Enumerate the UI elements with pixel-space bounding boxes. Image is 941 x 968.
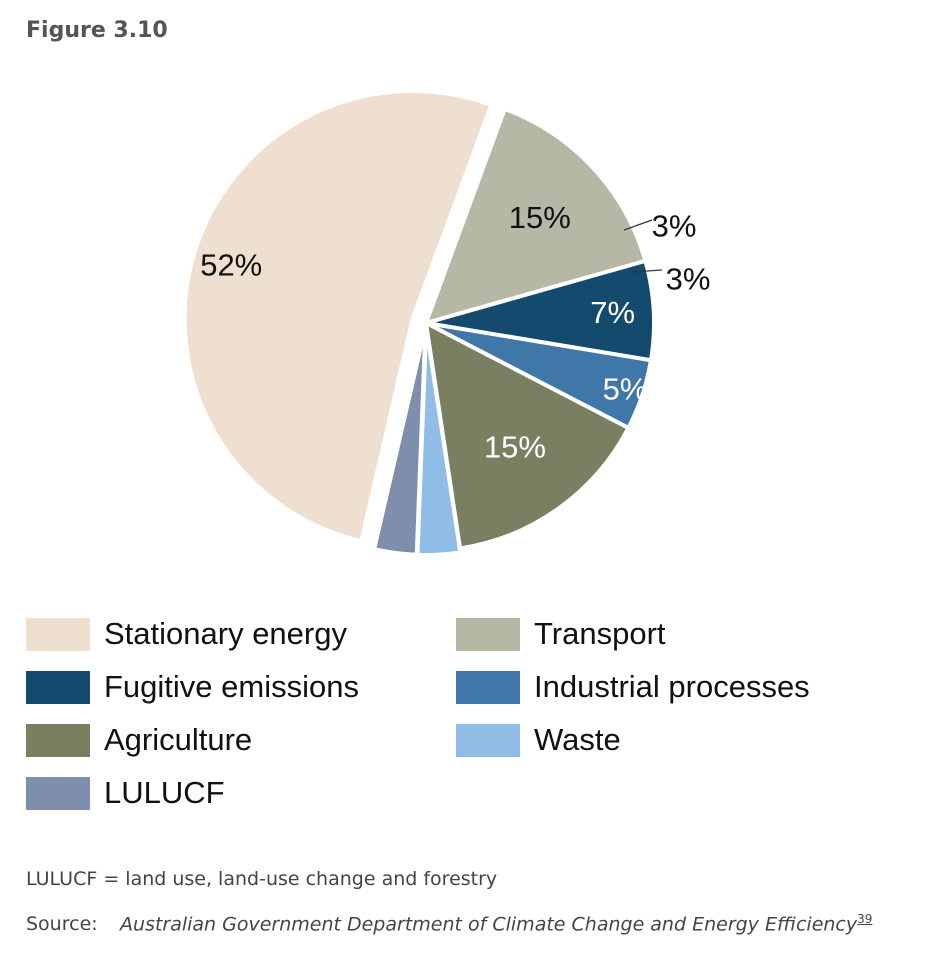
pie-chart: 52% 15% 7% 5% 15% 3% 3% (182, 89, 711, 557)
data-label-industrial-processes: 5% (603, 372, 648, 407)
data-label-agriculture: 15% (484, 430, 546, 465)
pie-slice-agriculture (424, 321, 631, 551)
figure-label: Figure 3.10 (26, 18, 168, 43)
data-label-lulucf: 3% (666, 262, 711, 297)
pie-slice-lulucf (372, 324, 428, 557)
source-reference-link[interactable]: 39 (857, 912, 873, 926)
source-label: Source: (26, 913, 98, 936)
data-label-fugitive-emissions: 7% (590, 295, 635, 330)
source-text: Australian Government Department of Clim… (120, 913, 858, 936)
abbreviation-note: LULUCF = land use, land-use change and f… (26, 868, 498, 890)
data-label-waste: 3% (652, 209, 697, 244)
pie-slice-transport (424, 107, 648, 325)
leader-line-lulucf (631, 269, 663, 273)
data-label-stationary-energy: 52% (200, 247, 262, 282)
leader-line-waste (623, 219, 653, 231)
data-label-transport: 15% (509, 200, 571, 235)
pie-slice-stationary-energy (182, 89, 494, 544)
source-line: Source: Australian Government Department … (26, 912, 872, 935)
